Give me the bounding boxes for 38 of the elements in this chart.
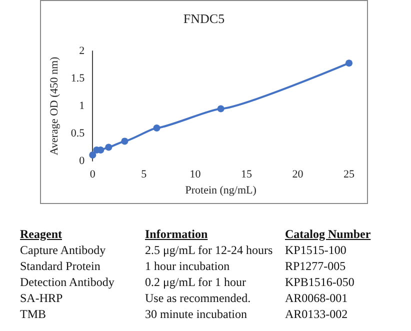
text: Detection Antibody: [20, 274, 116, 290]
x-tick-label: 20: [292, 168, 304, 180]
text: AR0068-001: [285, 290, 349, 306]
x-tick-label: 15: [240, 168, 252, 180]
text: Standard Protein: [20, 258, 102, 274]
y-tick-label: 1: [79, 100, 85, 112]
x-axis-title: Protein (ng/mL): [185, 184, 257, 196]
text: RP1277-005: [285, 258, 347, 274]
text: TMB: [20, 306, 48, 322]
text: Catalog Number: [285, 226, 372, 242]
chart-title: FNDC5: [183, 11, 225, 26]
text: KP1515-100: [285, 242, 348, 258]
y-tick-label: 2: [79, 45, 85, 57]
point: [217, 105, 224, 112]
text: 1 hour incubation: [145, 258, 231, 274]
y-axis-title: Average OD (450 nm): [48, 56, 60, 156]
point: [121, 138, 128, 145]
text: 0.2 μg/mL for 1 hour: [145, 274, 247, 290]
text: 30 minute incubation: [145, 306, 248, 322]
x-tick-label: 0: [90, 168, 96, 180]
point: [105, 144, 112, 151]
text: Capture Antibody: [20, 242, 107, 258]
point: [153, 124, 160, 132]
text: 2.5 μg/mL for 12-24 hours: [145, 242, 274, 258]
text: KPB1516-050: [285, 274, 356, 290]
point: [89, 151, 96, 158]
text: SA-HRP: [20, 290, 64, 306]
y-tick-label: 1.5: [70, 72, 86, 84]
text: Use as recommended.: [145, 290, 252, 306]
text: AR0133-002: [285, 306, 349, 322]
point: [346, 60, 352, 67]
text: Information: [145, 226, 209, 242]
x-tick-label: 5: [141, 168, 148, 180]
text: Reagent: [20, 226, 63, 242]
y-tick-label: 0: [79, 155, 86, 167]
y-tick-label: 0.5: [70, 128, 86, 140]
x-tick-label: 10: [190, 168, 202, 180]
x-tick-label: 25: [344, 168, 355, 180]
